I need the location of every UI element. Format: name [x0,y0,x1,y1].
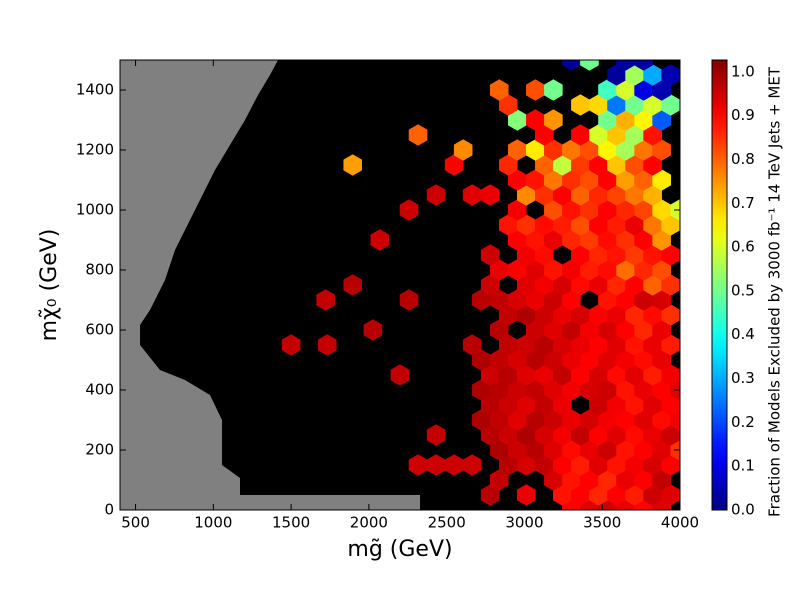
hex-cell [480,184,500,206]
hex-cell [343,154,363,176]
x-tick-label: 3000 [505,514,543,532]
colorbar-tick-label: 0.0 [731,501,755,519]
hex-cell [453,139,473,161]
y-tick-label: 800 [85,261,114,279]
colorbar-tick-label: 0.2 [731,413,755,431]
y-tick-label: 1200 [76,141,114,159]
x-tick-label: 4000 [661,514,699,532]
hex-cell [544,79,563,101]
x-tick-label: 3500 [583,514,621,532]
y-tick-label: 1000 [76,201,114,219]
hex-cell [480,244,500,266]
x-tick-label: 2000 [350,514,388,532]
colorbar-tick-label: 0.5 [731,281,755,299]
axes: 500 1000 1500 2000 2500 3000 3500 4000 0 200 400 60… [76,60,755,532]
hex-cell [462,454,482,476]
y-tick-label: 600 [85,321,114,339]
hex-cell [399,199,419,221]
colorbar-tick-label: 0.7 [731,194,755,212]
colorbar-tick-label: 0.9 [731,106,755,124]
x-tick-label: 1000 [194,514,232,532]
hex-cell [634,60,653,71]
y-axis-label: mχ̃₀ (GeV) [37,229,62,342]
hex-cell [462,334,482,356]
hex-cell [281,334,301,356]
x-tick-label: 2500 [428,514,466,532]
y-tick-label: 400 [85,381,114,399]
plot-frame [119,59,681,511]
hex-cell [562,60,581,71]
y-tick-label: 1400 [76,81,114,99]
hex-cell [544,109,563,131]
hex-layer [281,60,680,510]
hex-cell [399,289,419,311]
hex-cell [408,124,428,146]
hex-cell [426,424,446,446]
y-tick-label: 200 [85,441,114,459]
colorbar-label: Fraction of Models Excluded by 3000 fb⁻¹… [766,66,784,517]
colorbar-tick-label: 0.3 [731,369,755,387]
x-tick-label: 500 [121,514,150,532]
hex-cell [317,334,337,356]
colorbar-tick-label: 0.6 [731,238,755,256]
hex-cell [390,364,410,386]
hex-cell [316,289,335,311]
hex-cell [580,60,599,71]
colorbar-tick-label: 0.8 [731,150,755,168]
colorbar-tick-label: 0.4 [731,325,755,343]
x-tick-label: 1500 [272,514,310,532]
hex-cell [370,229,390,251]
hex-cell [489,79,509,101]
hex-cell [343,274,363,296]
x-axis-label: mg̃ (GeV) [347,537,452,562]
colorbar-tick-label: 1.0 [731,62,755,80]
colorbar [711,59,728,511]
hex-cell [517,484,536,506]
y-tick-label: 0 [104,501,114,519]
colorbar-tick-label: 0.1 [731,457,755,475]
hex-cell [616,60,635,71]
hex-cell [426,184,446,206]
hex-cell [363,319,383,341]
